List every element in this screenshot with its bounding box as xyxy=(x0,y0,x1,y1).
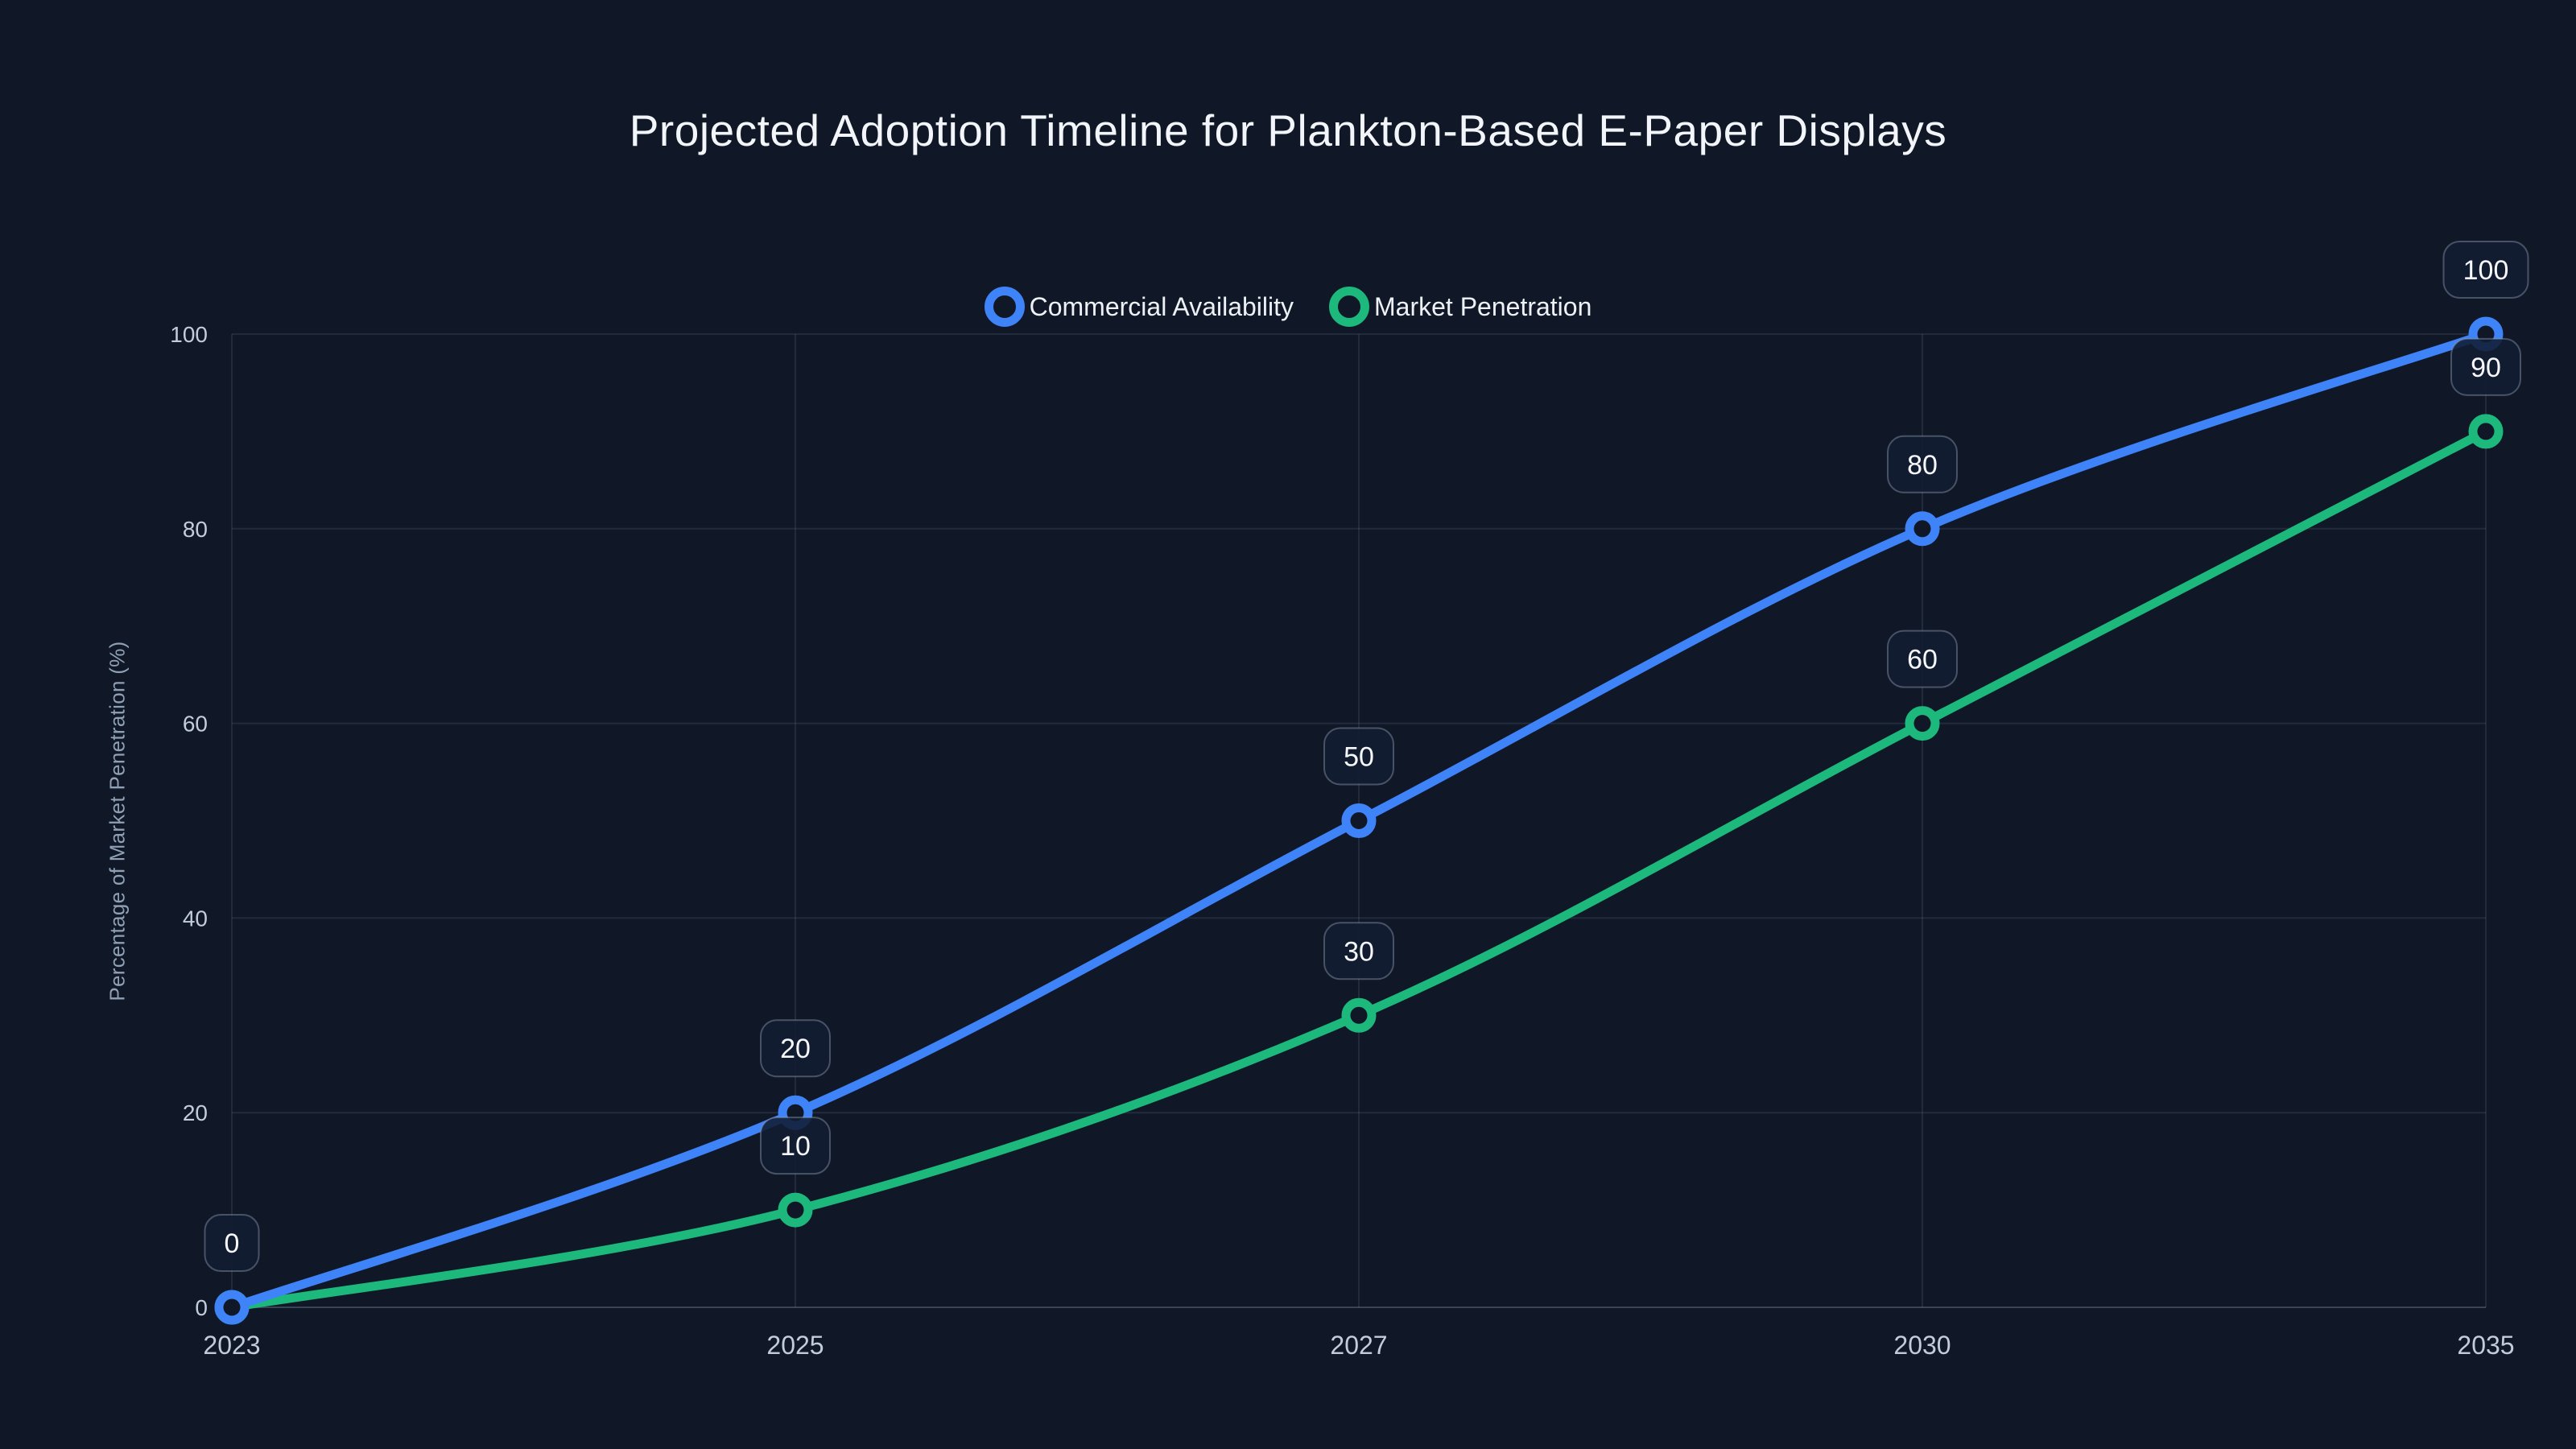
legend-label: Market Penetration xyxy=(1374,291,1592,321)
legend-item-market-penetration[interactable]: Market Penetration xyxy=(1329,287,1591,327)
y-tick-label: 60 xyxy=(183,712,208,737)
data-label-badge xyxy=(1323,922,1394,980)
data-point-market-penetration xyxy=(1341,997,1377,1033)
data-label-badge xyxy=(2442,241,2529,299)
data-point-commercial-availability xyxy=(1905,511,1940,547)
data-label-text: 20 xyxy=(780,1034,811,1064)
data-label-text: 90 xyxy=(2471,353,2501,383)
legend-item-commercial-availability[interactable]: Commercial Availability xyxy=(984,287,1294,327)
y-tick-label: 40 xyxy=(183,906,208,931)
data-label-text: 0 xyxy=(225,1228,240,1259)
data-label-text: 80 xyxy=(1907,450,1938,481)
y-tick-label: 20 xyxy=(183,1100,208,1125)
data-point-market-penetration xyxy=(2468,414,2504,449)
data-point-commercial-availability xyxy=(1341,803,1377,838)
data-label-badge xyxy=(204,1214,260,1272)
legend-marker-ring-icon xyxy=(984,287,1025,327)
x-tick-label: 2030 xyxy=(1893,1331,1951,1360)
data-label-badge xyxy=(760,1019,831,1078)
chart-legend: Commercial Availability Market Penetrati… xyxy=(0,287,2576,327)
legend-marker-ring-icon xyxy=(1329,287,1370,327)
data-point-commercial-availability xyxy=(214,1290,250,1325)
data-label-badge xyxy=(1887,630,1958,688)
x-tick-label: 2027 xyxy=(1330,1331,1387,1360)
data-label-text: 50 xyxy=(1344,742,1374,773)
data-label-text: 30 xyxy=(1344,936,1374,967)
data-label-badge xyxy=(2450,337,2521,396)
data-label-badge xyxy=(760,1117,831,1175)
legend-label: Commercial Availability xyxy=(1029,291,1294,321)
data-label-text: 10 xyxy=(780,1131,811,1162)
x-tick-label: 2023 xyxy=(203,1331,260,1360)
data-point-market-penetration xyxy=(1905,706,1940,741)
data-label-badge xyxy=(1887,435,1958,493)
y-tick-label: 100 xyxy=(170,322,208,347)
data-point-market-penetration xyxy=(778,1192,813,1228)
chart-title: Projected Adoption Timeline for Plankton… xyxy=(629,105,1947,155)
data-label-badge xyxy=(1323,727,1394,786)
y-tick-label: 80 xyxy=(183,517,208,542)
data-label-text: 100 xyxy=(2463,255,2509,286)
x-tick-label: 2025 xyxy=(766,1331,824,1360)
y-tick-label: 0 xyxy=(195,1295,208,1320)
data-label-text: 60 xyxy=(1907,645,1938,675)
x-tick-label: 2035 xyxy=(2457,1331,2514,1360)
